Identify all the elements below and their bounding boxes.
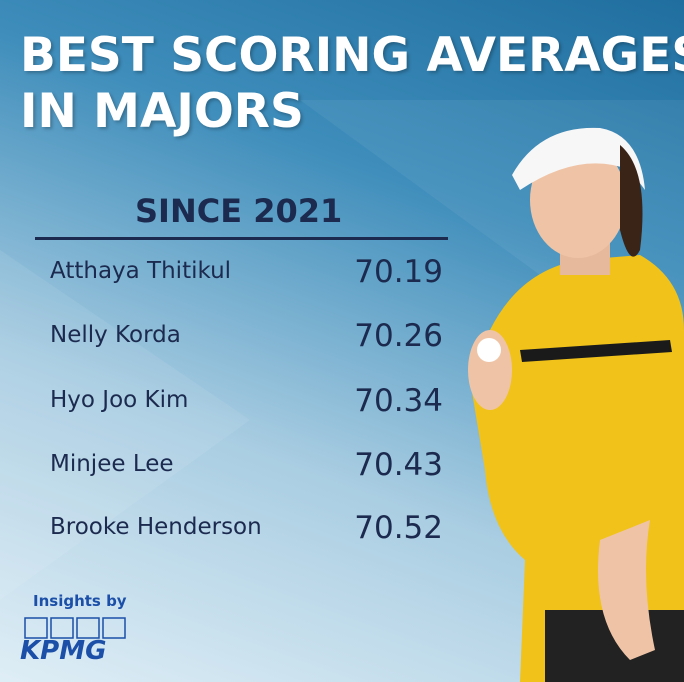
table-heading: SINCE 2021 bbox=[135, 192, 343, 230]
logo-boxes bbox=[24, 617, 126, 639]
player-name: Atthaya Thitikul bbox=[50, 258, 232, 284]
player-name: Nelly Korda bbox=[50, 322, 181, 348]
player-name: Minjee Lee bbox=[50, 451, 174, 477]
scoring-average: 70.43 bbox=[354, 447, 443, 483]
scoring-average: 70.19 bbox=[354, 254, 443, 290]
title-line: BEST SCORING AVERAGES bbox=[20, 28, 684, 83]
title-line: IN MAJORS bbox=[20, 84, 304, 139]
scoring-average: 70.26 bbox=[354, 318, 443, 354]
scoring-average: 70.52 bbox=[354, 510, 443, 546]
tagline: Insights by bbox=[33, 592, 127, 610]
player-name: Brooke Henderson bbox=[50, 514, 262, 540]
player-name: Hyo Joo Kim bbox=[50, 387, 189, 413]
scoring-average: 70.34 bbox=[354, 383, 443, 419]
logo: KPMG bbox=[20, 636, 107, 666]
divider bbox=[35, 237, 448, 240]
